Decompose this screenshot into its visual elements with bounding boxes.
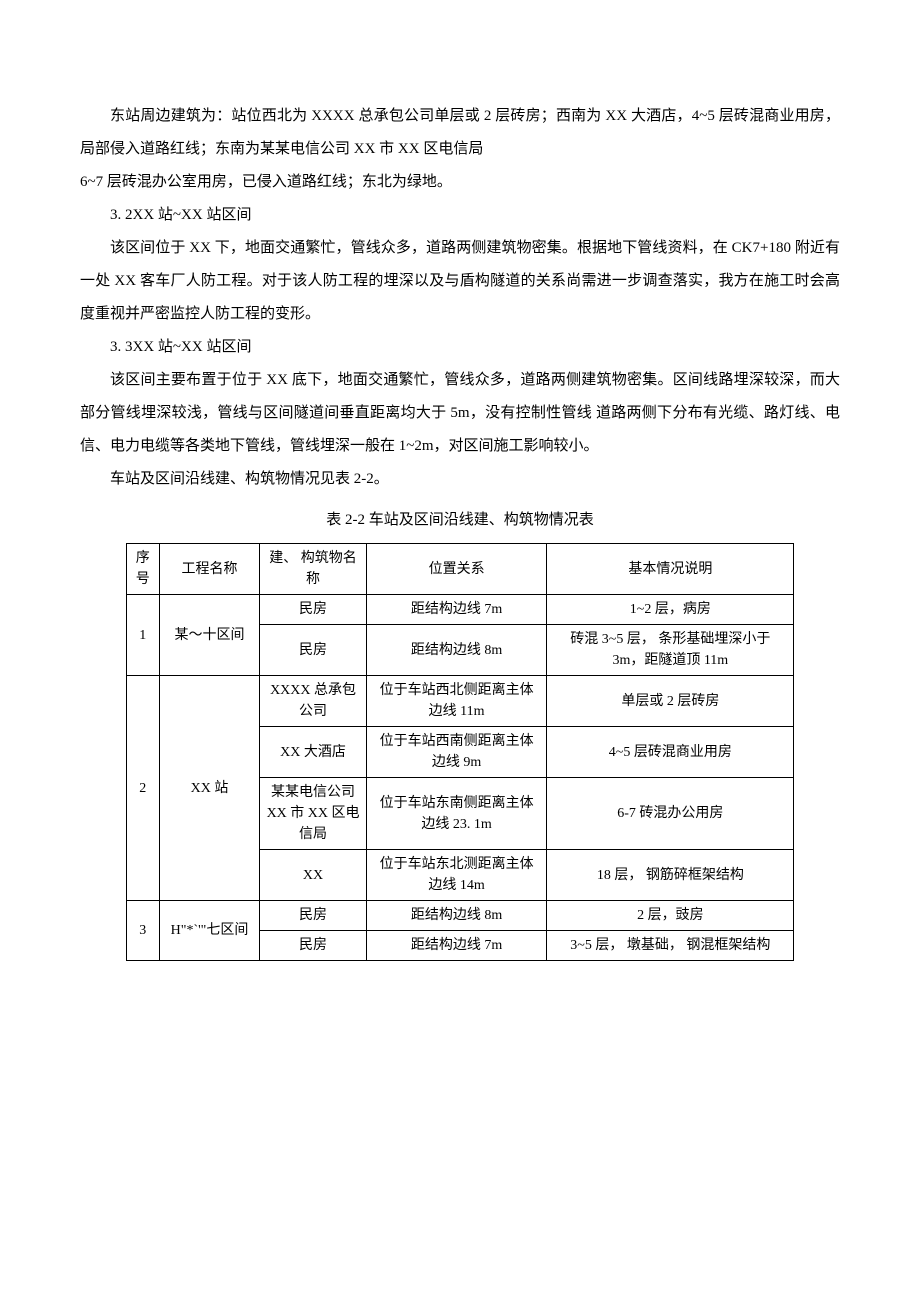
cell-bldg: 某某电信公司 XX 市 XX 区电信局 [260, 778, 367, 850]
cell-seq: 1 [126, 595, 159, 676]
heading-3-2: 3. 2XX 站~XX 站区间 [80, 199, 840, 232]
th-proj: 工程名称 [159, 544, 259, 595]
cell-bldg: 民房 [260, 595, 367, 625]
cell-proj: 某～十区间 [159, 595, 259, 676]
cell-pos: 位于车站西南侧距离主体边线 9m [366, 727, 546, 778]
cell-bldg: XX [260, 850, 367, 901]
cell-desc: 3~5 层， 墩基础， 钢混框架结构 [547, 931, 794, 961]
th-bldg: 建、 构筑物名称 [260, 544, 367, 595]
cell-seq: 3 [126, 901, 159, 961]
cell-desc: 1~2 层，病房 [547, 595, 794, 625]
cell-desc: 4~5 层砖混商业用房 [547, 727, 794, 778]
table-caption: 表 2-2 车站及区间沿线建、构筑物情况表 [80, 504, 840, 537]
cell-pos: 位于车站东北测距离主体边线 14m [366, 850, 546, 901]
cell-bldg: 民房 [260, 901, 367, 931]
th-desc: 基本情况说明 [547, 544, 794, 595]
th-pos: 位置关系 [366, 544, 546, 595]
cell-bldg: XX 大酒店 [260, 727, 367, 778]
cell-seq: 2 [126, 676, 159, 901]
cell-pos: 距结构边线 8m [366, 625, 546, 676]
cell-bldg: 民房 [260, 931, 367, 961]
paragraph-3-3: 该区间主要布置于位于 XX 底下，地面交通繁忙，管线众多，道路两侧建筑物密集。区… [80, 364, 840, 463]
paragraph-east-station-cont: 6~7 层砖混办公室用房，已侵入道路红线；东北为绿地。 [80, 166, 840, 199]
heading-3-3: 3. 3XX 站~XX 站区间 [80, 331, 840, 364]
cell-pos: 距结构边线 7m [366, 595, 546, 625]
cell-desc: 2 层，豉房 [547, 901, 794, 931]
cell-pos: 距结构边线 7m [366, 931, 546, 961]
table-row: 1 某～十区间 民房 距结构边线 7m 1~2 层，病房 [126, 595, 794, 625]
table-row: 3 H"*`'"七区间 民房 距结构边线 8m 2 层，豉房 [126, 901, 794, 931]
th-seq: 序号 [126, 544, 159, 595]
cell-pos: 位于车站西北侧距离主体边线 11m [366, 676, 546, 727]
cell-desc: 6-7 砖混办公用房 [547, 778, 794, 850]
cell-pos: 位于车站东南侧距离主体边线 23. 1m [366, 778, 546, 850]
cell-desc: 单层或 2 层砖房 [547, 676, 794, 727]
cell-proj: H"*`'"七区间 [159, 901, 259, 961]
cell-proj: XX 站 [159, 676, 259, 901]
cell-desc: 砖混 3~5 层， 条形基础埋深小于 3m，距隧道顶 11m [547, 625, 794, 676]
paragraph-see-table: 车站及区间沿线建、构筑物情况见表 2-2。 [80, 463, 840, 496]
paragraph-east-station: 东站周边建筑为：站位西北为 XXXX 总承包公司单层或 2 层砖房；西南为 XX… [80, 100, 840, 166]
cell-bldg: XXXX 总承包公司 [260, 676, 367, 727]
cell-desc: 18 层， 钢筋碎框架结构 [547, 850, 794, 901]
cell-bldg: 民房 [260, 625, 367, 676]
cell-pos: 距结构边线 8m [366, 901, 546, 931]
table-header-row: 序号 工程名称 建、 构筑物名称 位置关系 基本情况说明 [126, 544, 794, 595]
table-row: 2 XX 站 XXXX 总承包公司 位于车站西北侧距离主体边线 11m 单层或 … [126, 676, 794, 727]
buildings-table: 序号 工程名称 建、 构筑物名称 位置关系 基本情况说明 1 某～十区间 民房 … [126, 543, 795, 961]
paragraph-3-2: 该区间位于 XX 下，地面交通繁忙，管线众多，道路两侧建筑物密集。根据地下管线资… [80, 232, 840, 331]
